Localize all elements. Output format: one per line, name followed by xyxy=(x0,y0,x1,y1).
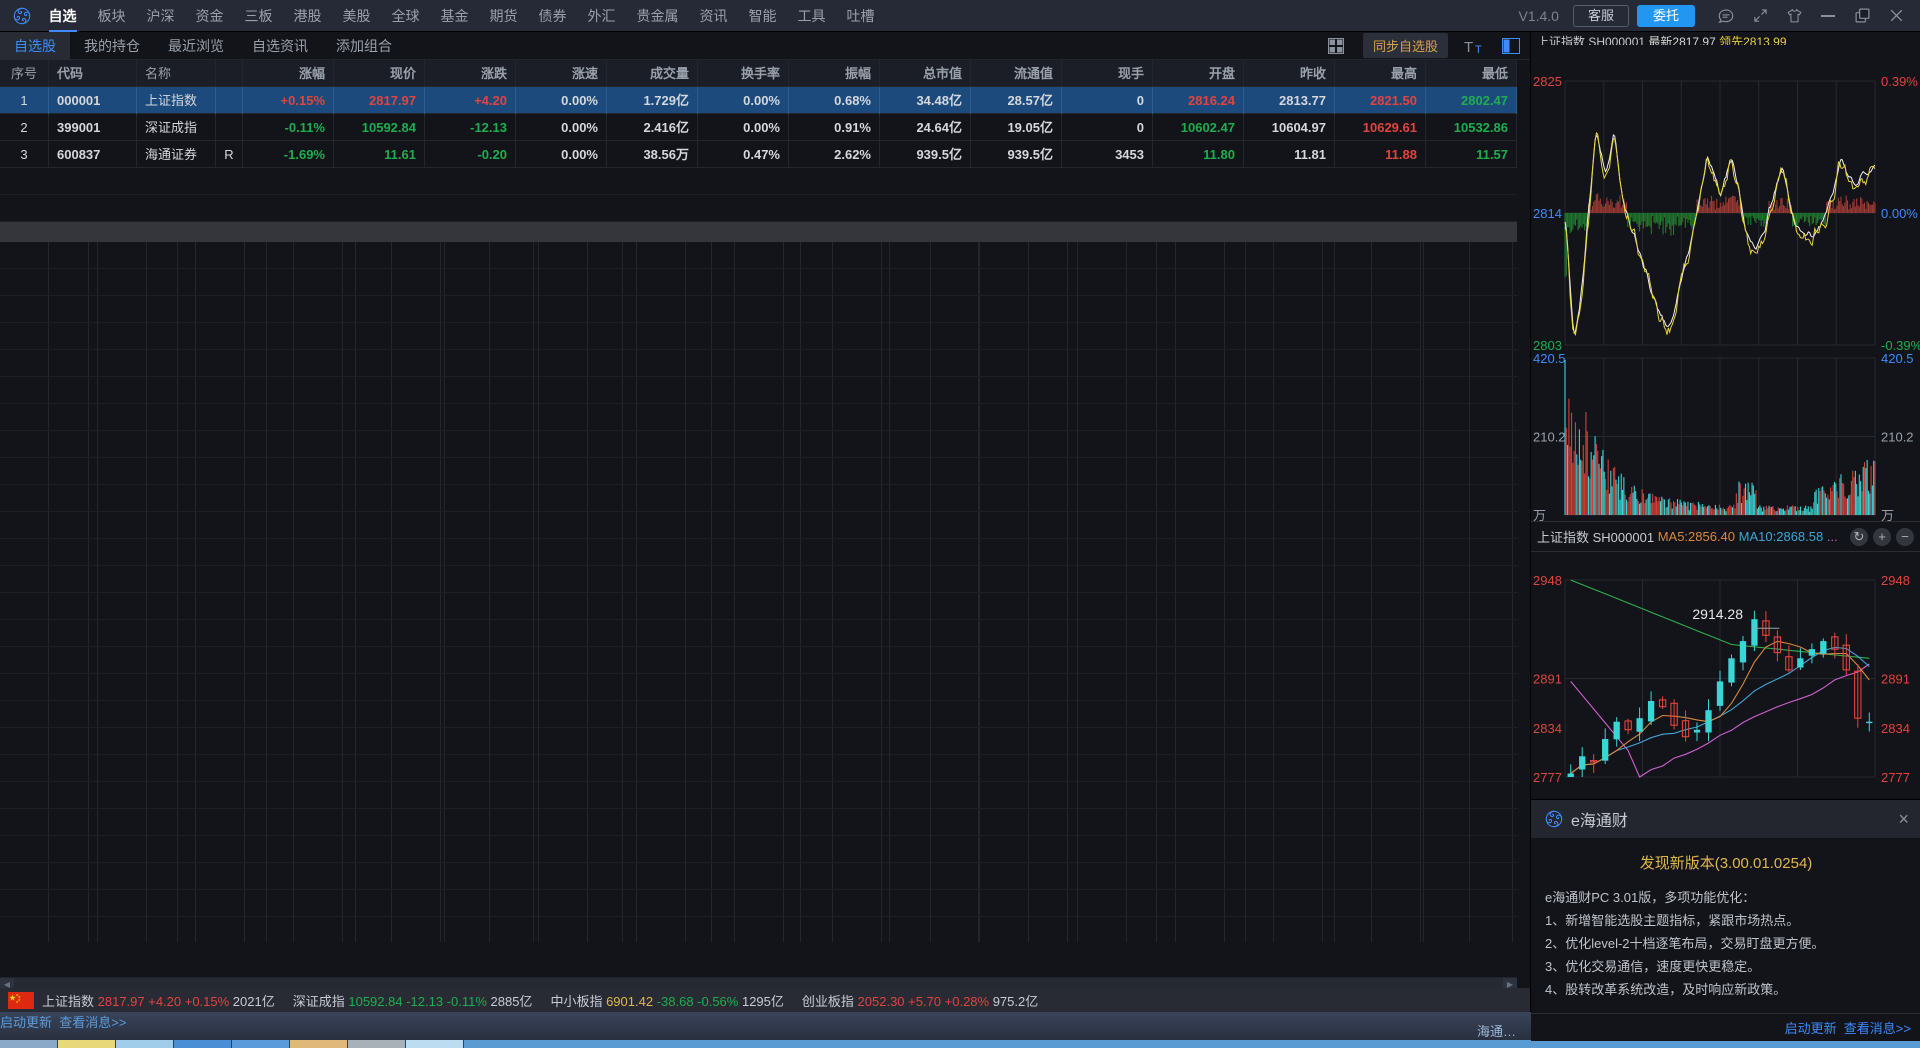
svg-text:2948: 2948 xyxy=(1533,573,1562,588)
svg-text:万: 万 xyxy=(1533,508,1546,521)
svg-text:2834: 2834 xyxy=(1881,721,1910,736)
svg-text:2891: 2891 xyxy=(1533,672,1562,687)
svg-text:T: T xyxy=(1475,44,1482,54)
svg-text:2814: 2814 xyxy=(1533,206,1562,221)
svg-text:210.2: 210.2 xyxy=(1533,430,1566,445)
svg-text:0.00%: 0.00% xyxy=(1881,206,1918,221)
svg-text:2834: 2834 xyxy=(1533,721,1562,736)
svg-text:420.5: 420.5 xyxy=(1881,351,1914,366)
svg-text:0.39%: 0.39% xyxy=(1881,74,1918,89)
svg-text:210.2: 210.2 xyxy=(1881,430,1914,445)
svg-text:2914.28: 2914.28 xyxy=(1692,606,1743,622)
svg-text:万: 万 xyxy=(1881,508,1894,521)
svg-text:2891: 2891 xyxy=(1881,672,1910,687)
svg-text:2948: 2948 xyxy=(1881,573,1910,588)
svg-text:420.5: 420.5 xyxy=(1533,351,1566,366)
svg-text:2825: 2825 xyxy=(1533,74,1562,89)
svg-text:2777: 2777 xyxy=(1533,770,1562,785)
svg-text:T: T xyxy=(1464,39,1473,54)
svg-text:2777: 2777 xyxy=(1881,770,1910,785)
